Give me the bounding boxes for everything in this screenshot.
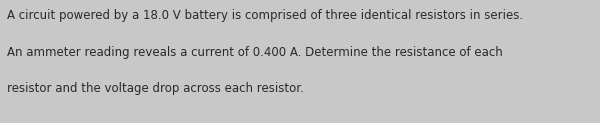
Text: An ammeter reading reveals a current of 0.400 A. Determine the resistance of eac: An ammeter reading reveals a current of … bbox=[7, 46, 503, 59]
Text: resistor and the voltage drop across each resistor.: resistor and the voltage drop across eac… bbox=[7, 82, 304, 95]
Text: A circuit powered by a 18.0 V battery is comprised of three identical resistors : A circuit powered by a 18.0 V battery is… bbox=[7, 9, 523, 22]
